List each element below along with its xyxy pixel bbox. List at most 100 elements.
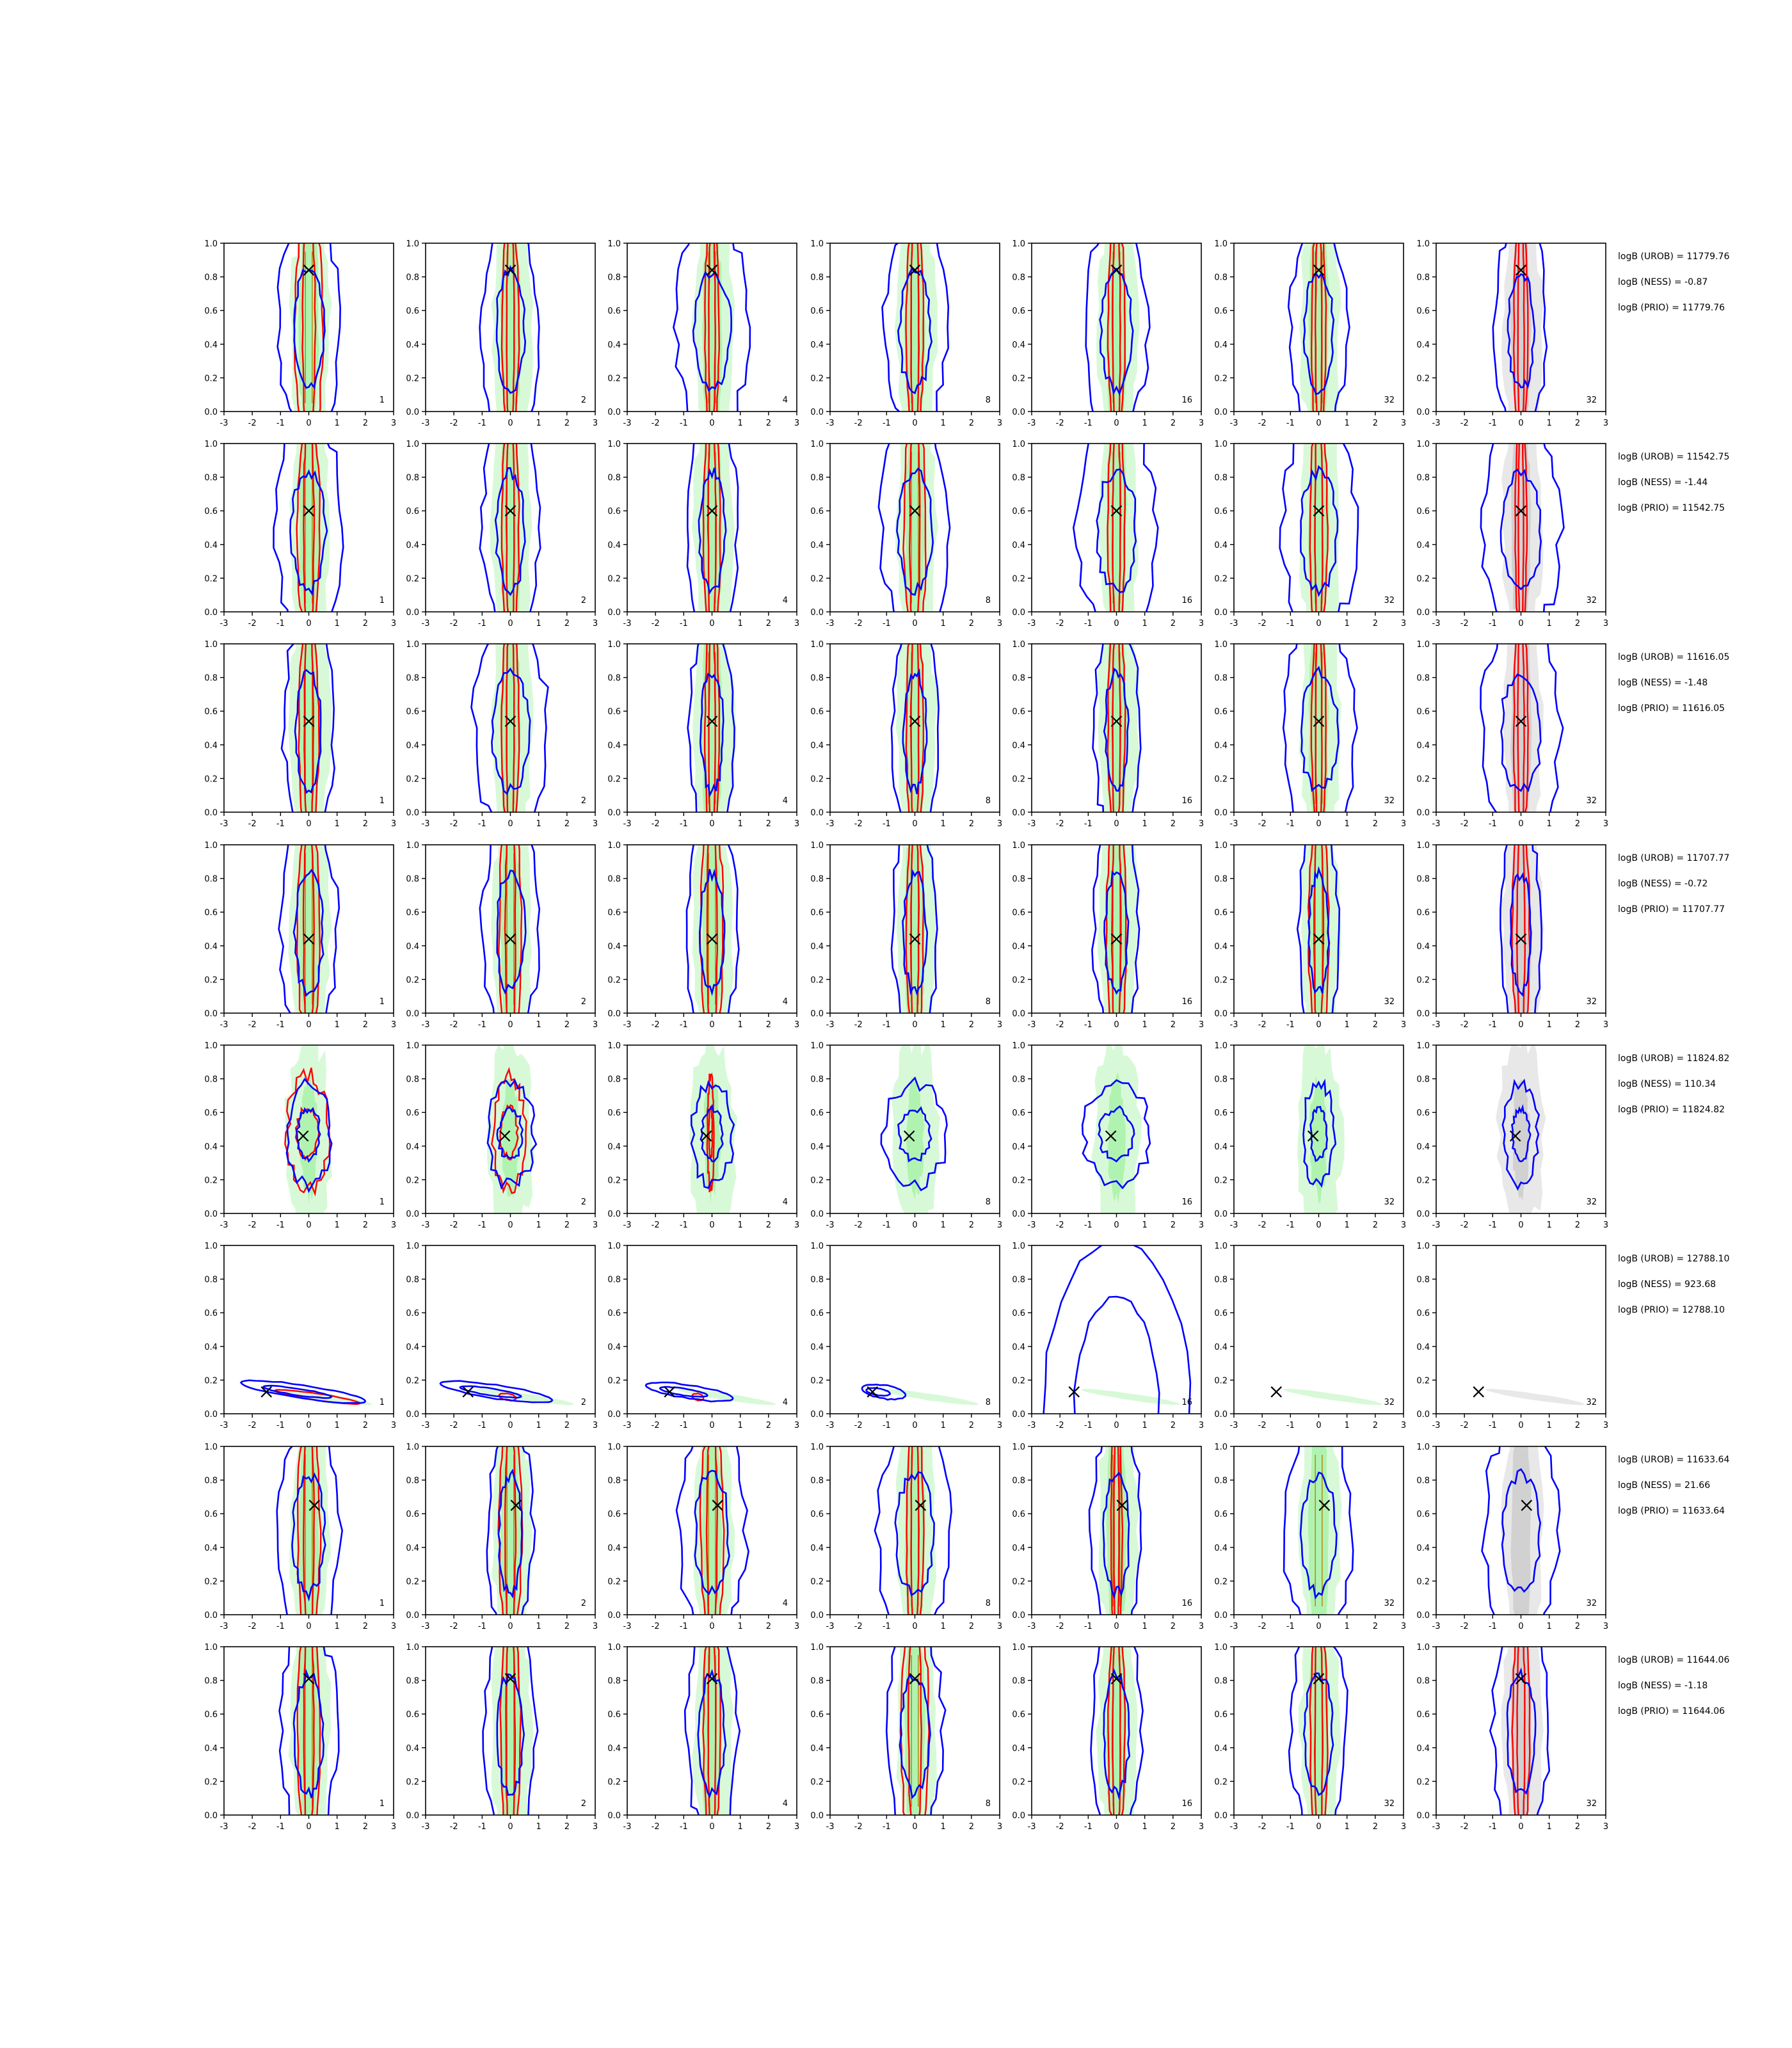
urob-contour [1309, 1647, 1329, 1815]
x-tick-label: 0 [709, 1421, 714, 1430]
reference-fill-contour [1308, 243, 1329, 412]
y-tick-label: 0.0 [810, 808, 824, 818]
urob-contour [707, 444, 717, 612]
x-tick-label: -2 [1258, 1220, 1267, 1230]
y-tick-label: 0.2 [1012, 774, 1025, 784]
x-tick-label: -3 [220, 819, 228, 829]
y-tick-label: 0.8 [810, 674, 824, 684]
y-tick-label: 0.8 [406, 1276, 419, 1285]
reference-fill-contour [1283, 1388, 1382, 1405]
y-tick-label: 0.4 [1214, 1544, 1228, 1553]
x-tick-label: 0 [1114, 819, 1119, 829]
subplot-r1-c3: -3 -2 -1 0 1 2 3 0.0 0.2 0.4 0.6 0.8 1.0 4 [607, 239, 799, 428]
true-value-marker [909, 1673, 921, 1684]
subplot-r7-c1: -3 -2 -1 0 1 2 3 0.0 0.2 0.4 0.6 0.8 1.0 1 [204, 1443, 396, 1631]
x-tick-label: -3 [1028, 819, 1036, 829]
ness-contour [479, 243, 540, 412]
y-tick-label: 1.0 [204, 841, 218, 851]
y-tick-label: 0.6 [1012, 1309, 1025, 1318]
x-tick-label: 1 [335, 1220, 340, 1230]
y-tick-label: 0.6 [204, 707, 218, 717]
x-tick-label: -1 [276, 1622, 285, 1631]
x-tick-label: -1 [883, 1622, 891, 1631]
y-tick-label: 0.0 [810, 1811, 824, 1821]
x-tick-label: 0 [1518, 419, 1523, 428]
urob-contour [1517, 644, 1525, 812]
y-tick-label: 1.0 [810, 440, 824, 449]
x-tick-label: -1 [1489, 1421, 1497, 1430]
axes-frame [1436, 1245, 1606, 1414]
y-tick-label: 0.6 [406, 307, 419, 316]
urob-contour [1112, 1647, 1121, 1815]
ness-contour [1302, 273, 1335, 396]
x-tick-label: 0 [1316, 1822, 1321, 1832]
ness-contour [491, 667, 531, 796]
x-tick-label: -3 [623, 419, 632, 428]
y-tick-label: 0.4 [607, 1142, 621, 1152]
true-value-marker [706, 1673, 718, 1684]
y-tick-label: 0.6 [1214, 707, 1228, 717]
subplot-r4-c2: -3 -2 -1 0 1 2 3 0.0 0.2 0.4 0.6 0.8 1.0 2 [406, 841, 598, 1030]
column-label: 1 [380, 1799, 385, 1809]
y-tick-label: 1.0 [607, 1643, 621, 1652]
ness-contour [1103, 870, 1130, 995]
subplot-r5-c2: -3 -2 -1 0 1 2 3 0.0 0.2 0.4 0.6 0.8 1.0 2 [406, 1041, 598, 1230]
plot-area [1279, 444, 1359, 612]
y-tick-label: 0.8 [607, 1075, 621, 1085]
urob-contour [1112, 444, 1121, 612]
y-tick-label: 0.6 [204, 908, 218, 918]
y-tick-label: 0.0 [607, 1009, 621, 1019]
y-tick-label: 0.6 [607, 1108, 621, 1118]
y-tick-label: 0.4 [1214, 1142, 1228, 1152]
x-tick-label: 2 [766, 1220, 771, 1230]
subplot-r2-c3: -3 -2 -1 0 1 2 3 0.0 0.2 0.4 0.6 0.8 1.0 4 [607, 440, 799, 628]
x-tick-label: 3 [1401, 1020, 1406, 1030]
x-tick-label: -1 [883, 1421, 891, 1430]
x-tick-label: 2 [1373, 1020, 1378, 1030]
y-tick-label: 0.0 [810, 408, 824, 417]
column-label: 32 [1384, 1398, 1395, 1407]
x-tick-label: 1 [335, 819, 340, 829]
x-tick-label: 1 [941, 819, 946, 829]
plot-area [1270, 1386, 1382, 1405]
subplot-r6-c1: -3 -2 -1 0 1 2 3 0.0 0.2 0.4 0.6 0.8 1.0 1 [204, 1242, 396, 1430]
x-tick-label: 2 [1373, 1220, 1378, 1230]
x-tick-label: 2 [969, 1822, 974, 1832]
true-value-marker [303, 716, 315, 727]
urob-contour [1511, 1647, 1531, 1815]
y-tick-label: 0.4 [810, 1544, 824, 1553]
subplot-r5-c6: -3 -2 -1 0 1 2 3 0.0 0.2 0.4 0.6 0.8 1.0 32 [1214, 1041, 1406, 1230]
y-tick-label: 0.2 [810, 574, 824, 584]
logb-annotation: logB (PRIO) = 11644.06 [1618, 1706, 1725, 1716]
reference-fill-contour [273, 1389, 372, 1405]
x-tick-label: 3 [794, 819, 799, 829]
x-tick-label: 3 [794, 419, 799, 428]
ness-contour [1092, 644, 1142, 812]
y-tick-label: 0.6 [607, 1309, 621, 1318]
reference-fill-contour [1106, 644, 1127, 812]
column-label: 2 [581, 997, 586, 1007]
y-tick-label: 0.0 [1416, 1210, 1430, 1219]
x-tick-label: 3 [593, 619, 598, 628]
column-label: 1 [380, 1197, 385, 1207]
y-tick-label: 1.0 [1214, 1242, 1228, 1251]
y-tick-label: 0.6 [607, 707, 621, 717]
ness-contour [239, 1379, 367, 1404]
ness-contour [885, 1647, 947, 1815]
y-tick-label: 0.2 [1214, 1777, 1228, 1787]
x-tick-label: 0 [508, 819, 513, 829]
x-tick-label: 2 [564, 819, 570, 829]
x-tick-label: 1 [1142, 619, 1148, 628]
ness-contour [894, 1471, 935, 1597]
y-tick-label: 0.2 [810, 374, 824, 383]
y-tick-label: 0.4 [204, 741, 218, 751]
y-tick-label: 0.8 [1416, 1276, 1430, 1285]
y-tick-label: 0.2 [1416, 1577, 1430, 1587]
x-tick-label: 3 [391, 1822, 396, 1832]
y-tick-label: 0.4 [406, 942, 419, 952]
y-tick-label: 0.4 [406, 340, 419, 350]
ness-contour [494, 467, 526, 596]
x-tick-label: 3 [1603, 1822, 1608, 1832]
y-tick-label: 0.6 [1416, 1108, 1430, 1118]
x-tick-label: -2 [1460, 419, 1469, 428]
